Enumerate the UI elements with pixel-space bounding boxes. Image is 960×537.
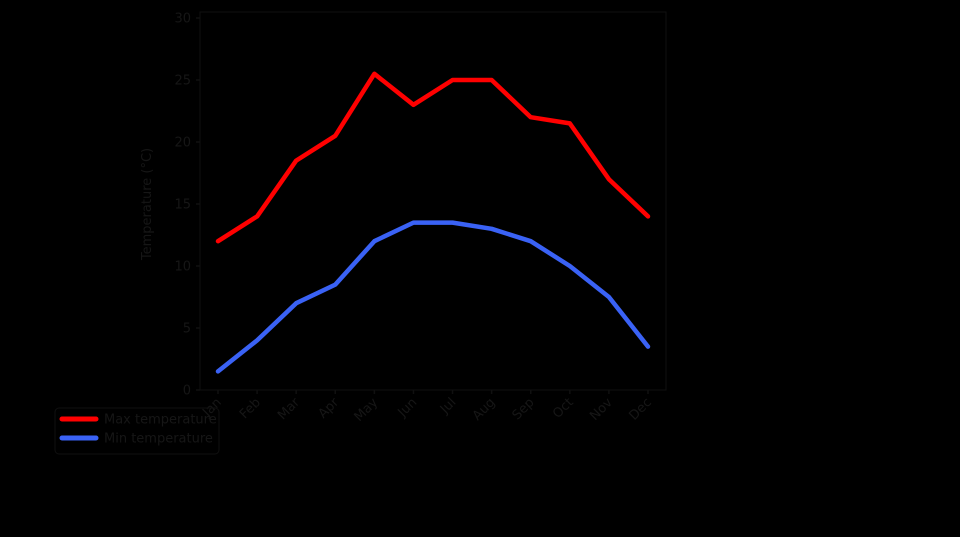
plot-area [199, 11, 667, 391]
x-tick-label: Jul [437, 395, 459, 417]
y-tick-label: 5 [183, 322, 191, 337]
legend: Max temperature Min temperature [54, 407, 220, 455]
x-tick-label: Aug [470, 395, 499, 424]
y-tick-label: 15 [174, 198, 191, 213]
series-line-0 [215, 71, 651, 244]
x-tick-label: Dec [626, 395, 654, 423]
y-axis-title: Temperature (°C) [140, 148, 155, 261]
y-tick-label: 30 [174, 12, 191, 27]
axes-spines [199, 11, 667, 391]
series-lines [215, 71, 651, 374]
x-tick-label: Feb [237, 395, 264, 422]
x-axis: Jan Feb Mar Apr May Jun Jul Aug Sep Oct Nov Dec [199, 390, 655, 425]
x-tick-label: Sep [510, 395, 538, 423]
y-axis: 0 5 10 15 20 25 30 Temperature (°C) [140, 12, 200, 399]
x-tick-label: Oct [550, 395, 577, 422]
y-tick-label: 0 [183, 384, 191, 399]
legend-label-1: Min temperature [104, 432, 213, 447]
x-tick-label: Nov [587, 395, 616, 424]
y-tick-label: 10 [174, 260, 191, 275]
y-tick-label: 20 [174, 136, 191, 151]
series-line-1 [215, 220, 651, 374]
x-tick-label: Apr [316, 395, 343, 422]
legend-label-0: Max temperature [104, 413, 217, 428]
x-tick-label: May [352, 395, 382, 425]
x-tick-label: Jun [395, 395, 421, 421]
legend-frame [54, 407, 220, 455]
y-tick-label: 25 [174, 74, 191, 89]
x-tick-label: Mar [275, 395, 303, 423]
